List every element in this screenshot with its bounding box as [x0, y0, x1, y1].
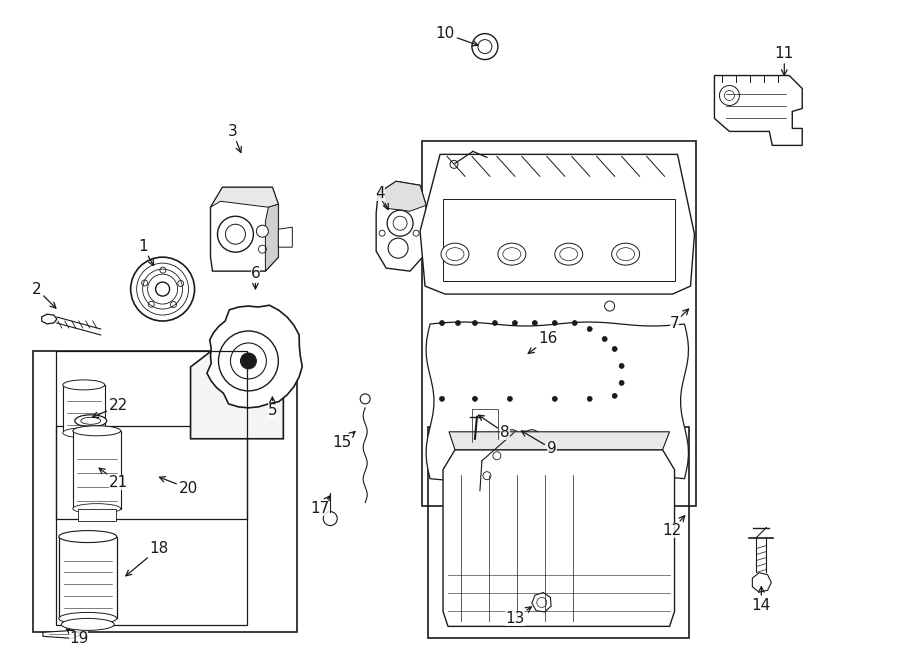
Circle shape [388, 238, 408, 258]
Circle shape [323, 512, 338, 525]
Text: 20: 20 [159, 477, 198, 496]
Bar [428, 427, 689, 639]
Ellipse shape [75, 415, 107, 427]
Text: 11: 11 [775, 46, 794, 75]
Text: 1: 1 [138, 239, 154, 266]
Circle shape [587, 397, 592, 401]
Text: 2: 2 [32, 282, 56, 308]
Text: 17: 17 [310, 496, 330, 516]
Text: 7: 7 [670, 309, 688, 330]
Circle shape [156, 282, 169, 296]
Circle shape [523, 430, 541, 447]
Polygon shape [191, 331, 284, 439]
Text: 8: 8 [479, 415, 509, 440]
Circle shape [553, 321, 557, 325]
Ellipse shape [441, 243, 469, 265]
Polygon shape [278, 227, 293, 247]
Ellipse shape [554, 243, 582, 265]
Text: 16: 16 [528, 331, 557, 354]
Circle shape [512, 321, 517, 325]
Circle shape [719, 85, 740, 106]
Text: 9: 9 [521, 431, 557, 456]
Bar [33, 351, 297, 633]
Circle shape [413, 230, 419, 236]
Circle shape [256, 225, 268, 237]
Text: 10: 10 [436, 26, 478, 46]
Circle shape [387, 210, 413, 236]
Ellipse shape [58, 612, 117, 625]
Text: 21: 21 [99, 468, 129, 490]
Ellipse shape [612, 243, 640, 265]
Polygon shape [420, 155, 695, 294]
Circle shape [619, 364, 624, 368]
Polygon shape [376, 181, 426, 271]
Text: 5: 5 [267, 397, 277, 418]
Bar [443, 199, 674, 281]
Circle shape [379, 230, 385, 236]
Circle shape [472, 34, 498, 59]
Text: 19: 19 [67, 629, 88, 646]
Text: 14: 14 [752, 587, 771, 613]
Circle shape [459, 442, 477, 460]
Polygon shape [426, 322, 688, 481]
Polygon shape [41, 314, 57, 324]
Polygon shape [211, 187, 278, 208]
Ellipse shape [58, 531, 117, 543]
Circle shape [439, 321, 445, 325]
Polygon shape [449, 432, 670, 449]
Circle shape [455, 321, 461, 325]
Polygon shape [211, 187, 278, 271]
Polygon shape [207, 305, 302, 408]
Polygon shape [715, 75, 802, 145]
Polygon shape [43, 631, 81, 639]
Text: 12: 12 [662, 516, 685, 538]
Circle shape [612, 393, 617, 399]
Circle shape [532, 321, 537, 325]
Polygon shape [443, 449, 674, 627]
Circle shape [619, 380, 624, 385]
Ellipse shape [73, 426, 121, 436]
Circle shape [572, 321, 577, 325]
Circle shape [439, 397, 445, 401]
Text: 18: 18 [126, 541, 168, 576]
Circle shape [218, 216, 254, 252]
Text: 22: 22 [93, 399, 129, 418]
Text: 6: 6 [250, 266, 260, 289]
Bar [56, 426, 248, 625]
Circle shape [553, 397, 557, 401]
Ellipse shape [498, 243, 526, 265]
Circle shape [476, 442, 494, 460]
Polygon shape [266, 204, 278, 271]
Text: 3: 3 [228, 124, 241, 153]
Bar [73, 431, 121, 508]
Ellipse shape [63, 380, 104, 390]
Bar [58, 537, 117, 619]
Bar [56, 351, 248, 519]
Ellipse shape [61, 619, 114, 631]
Bar [422, 141, 697, 506]
Text: 15: 15 [333, 432, 356, 450]
Circle shape [240, 353, 256, 369]
Circle shape [492, 321, 498, 325]
Text: 13: 13 [505, 607, 531, 626]
Polygon shape [752, 572, 771, 592]
Circle shape [602, 336, 608, 342]
Ellipse shape [63, 428, 104, 438]
Circle shape [508, 397, 512, 401]
Text: 4: 4 [375, 186, 388, 210]
Circle shape [612, 346, 617, 352]
Polygon shape [532, 592, 551, 612]
Bar [77, 508, 116, 521]
Circle shape [503, 430, 521, 447]
Polygon shape [378, 181, 426, 212]
Circle shape [472, 321, 477, 325]
Bar [63, 385, 104, 433]
Ellipse shape [73, 504, 121, 514]
Circle shape [587, 327, 592, 332]
Circle shape [472, 397, 477, 401]
